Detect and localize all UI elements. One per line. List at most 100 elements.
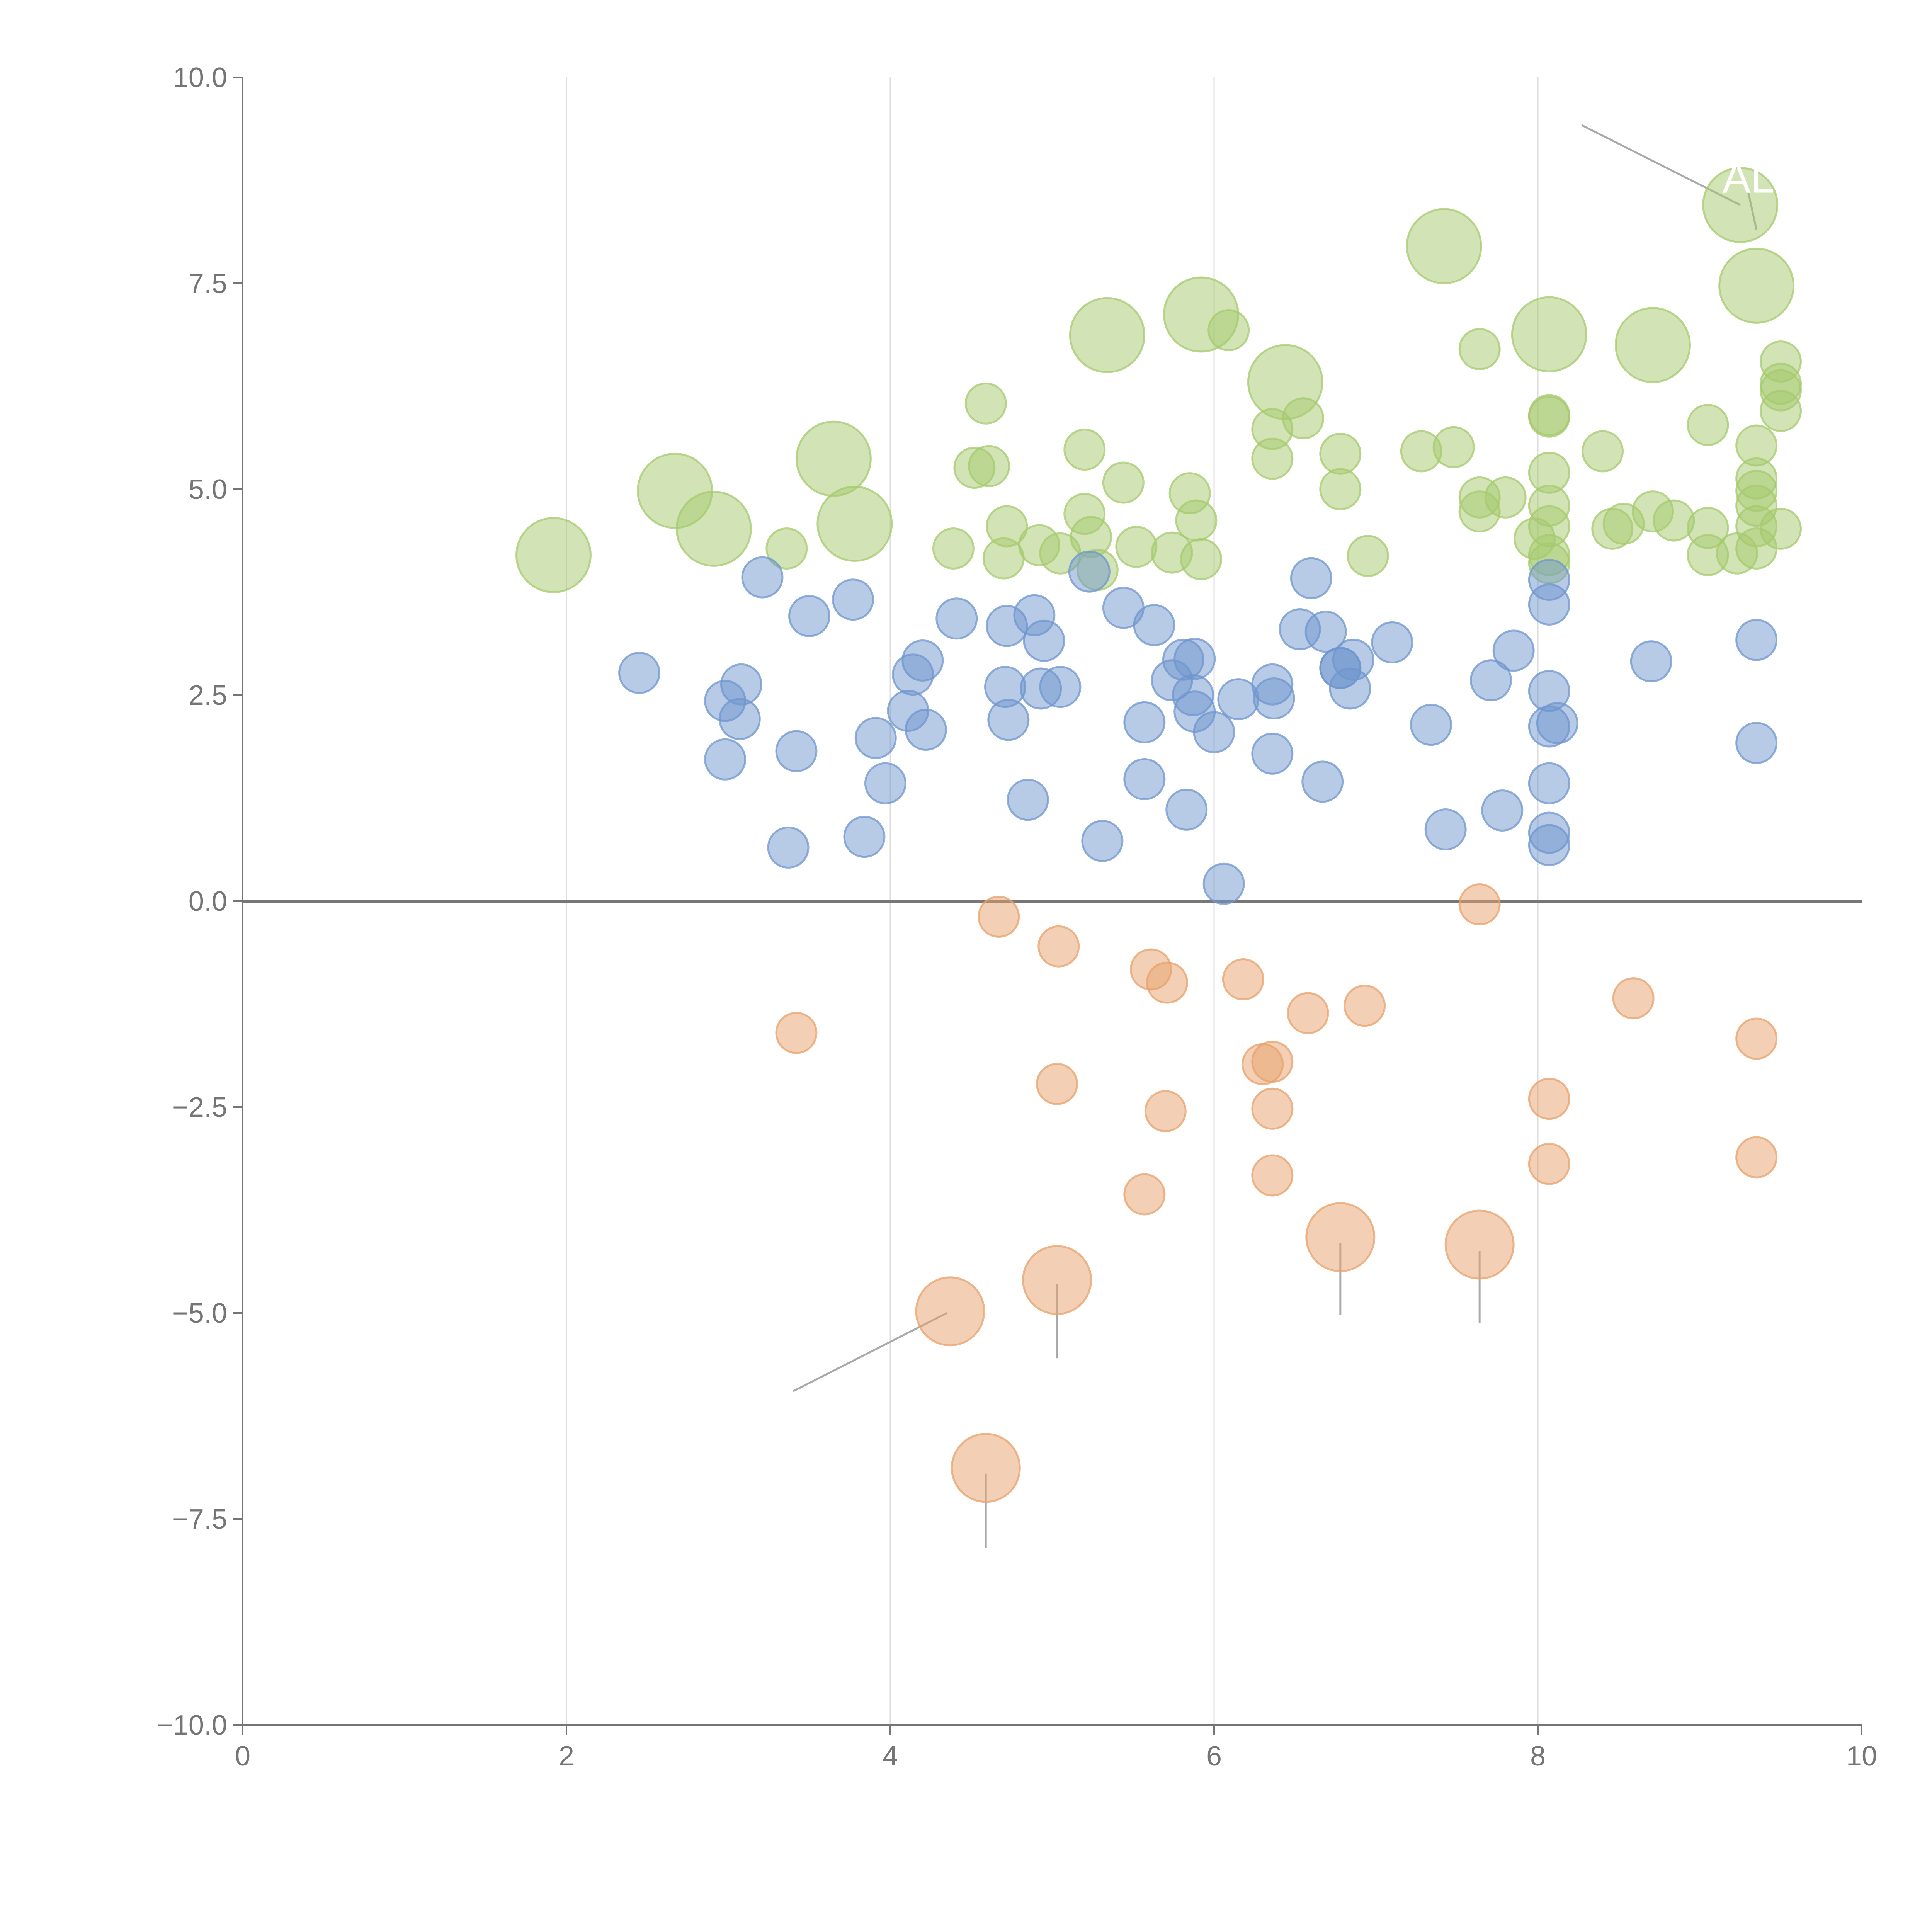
green-data-point bbox=[1319, 468, 1362, 510]
orange-data-point bbox=[1344, 985, 1386, 1027]
data-points bbox=[515, 167, 1802, 1503]
orange-data-point bbox=[1305, 1202, 1376, 1272]
y-tick-label: −7.5 bbox=[172, 1504, 227, 1535]
blue-data-point bbox=[905, 709, 947, 751]
orange-data-point bbox=[1123, 1173, 1166, 1216]
orange-data-point bbox=[1528, 1078, 1570, 1120]
blue-data-point bbox=[1202, 862, 1245, 905]
green-data-point bbox=[1614, 307, 1691, 383]
y-tick-label: 0.0 bbox=[189, 886, 227, 917]
orange-data-point bbox=[1146, 961, 1188, 1004]
green-data-point bbox=[515, 517, 592, 594]
x-tick-label: 2 bbox=[559, 1741, 574, 1772]
blue-data-point bbox=[1424, 808, 1467, 851]
green-data-point bbox=[1718, 247, 1795, 324]
orange-data-point bbox=[1222, 958, 1264, 1001]
orange-data-point bbox=[1444, 1209, 1515, 1280]
green-data-point bbox=[1760, 507, 1802, 550]
blue-data-point bbox=[1528, 583, 1570, 626]
orange-data-point bbox=[1612, 977, 1655, 1020]
y-tick-label: 10.0 bbox=[173, 62, 227, 93]
blue-data-point bbox=[1301, 760, 1344, 803]
orange-data-point bbox=[1287, 992, 1329, 1034]
blue-data-point bbox=[1173, 638, 1216, 680]
y-tick-label: −5.0 bbox=[172, 1298, 227, 1329]
blue-data-point bbox=[1304, 611, 1347, 653]
blue-data-point bbox=[618, 651, 661, 694]
blue-data-point bbox=[1007, 779, 1049, 821]
green-data-point bbox=[1347, 535, 1389, 577]
blue-data-point bbox=[1039, 666, 1082, 708]
blue-data-point bbox=[1081, 820, 1124, 862]
x-tick-label: 4 bbox=[883, 1741, 898, 1772]
blue-data-point bbox=[1536, 702, 1578, 744]
green-data-point bbox=[1069, 297, 1145, 373]
blue-data-point bbox=[864, 762, 906, 804]
green-data-point bbox=[1458, 328, 1501, 371]
green-data-point bbox=[1175, 499, 1218, 542]
axes: 0 2 4 6 8 10 10.0 7.5 5.0 2.5 0.0 −2.5 −5.0 −7.5 −10.0 bbox=[157, 62, 1877, 1772]
orange-data-point bbox=[1251, 1087, 1294, 1130]
green-data-point bbox=[1582, 430, 1624, 473]
green-data-point bbox=[986, 505, 1028, 548]
orange-data-point bbox=[1036, 1063, 1078, 1105]
green-data-point bbox=[1528, 395, 1570, 438]
green-data-point bbox=[675, 490, 752, 567]
green-data-point bbox=[1702, 167, 1779, 243]
blue-data-point bbox=[1251, 732, 1294, 775]
blue-data-point bbox=[1528, 824, 1570, 866]
y-tick-label: 5.0 bbox=[189, 474, 227, 505]
green-data-point bbox=[1484, 476, 1527, 519]
green-data-point bbox=[1687, 404, 1729, 446]
blue-data-point bbox=[1630, 640, 1672, 683]
blue-data-point bbox=[832, 578, 874, 621]
green-data-point bbox=[1760, 389, 1802, 432]
green-data-point bbox=[765, 527, 808, 570]
y-tick-label: 7.5 bbox=[189, 268, 227, 299]
x-tick-label: 0 bbox=[235, 1741, 250, 1772]
blue-data-point bbox=[1735, 619, 1778, 661]
blue-data-point bbox=[1193, 711, 1235, 753]
blue-data-point bbox=[741, 556, 784, 599]
orange-data-point bbox=[978, 896, 1020, 938]
orange-data-point bbox=[1735, 1136, 1778, 1179]
orange-data-point bbox=[1022, 1245, 1092, 1315]
y-tick-label: −2.5 bbox=[172, 1092, 227, 1123]
orange-data-point bbox=[1144, 1090, 1187, 1133]
blue-data-point bbox=[1253, 677, 1295, 720]
orange-data-point bbox=[1037, 925, 1080, 968]
blue-data-point bbox=[720, 663, 763, 706]
bubble-labels: AL bbox=[1722, 154, 1774, 202]
blue-data-point bbox=[704, 738, 747, 781]
green-data-point bbox=[795, 420, 872, 497]
blue-data-point bbox=[1133, 604, 1175, 646]
blue-data-point bbox=[767, 826, 810, 869]
blue-data-point bbox=[1023, 619, 1065, 662]
orange-data-point bbox=[1735, 1017, 1778, 1060]
x-tick-label: 6 bbox=[1206, 1741, 1222, 1772]
blue-data-point bbox=[854, 717, 897, 759]
blue-data-point bbox=[1469, 659, 1512, 702]
x-tick-label: 10 bbox=[1846, 1741, 1877, 1772]
green-data-point bbox=[1406, 208, 1482, 284]
blue-data-point bbox=[987, 699, 1030, 741]
blue-data-point bbox=[1123, 758, 1166, 800]
green-data-point bbox=[1319, 432, 1362, 475]
green-data-point bbox=[1282, 397, 1324, 440]
blue-data-point bbox=[1371, 621, 1413, 664]
blue-data-point bbox=[788, 595, 830, 637]
orange-data-point bbox=[1251, 1041, 1294, 1083]
blue-data-point bbox=[1492, 629, 1535, 672]
orange-data-point bbox=[951, 1433, 1021, 1503]
y-tick-label: −10.0 bbox=[157, 1710, 227, 1741]
blue-data-point bbox=[1735, 722, 1778, 764]
bubble-label: AL bbox=[1722, 154, 1774, 202]
green-data-point bbox=[964, 382, 1007, 425]
green-data-point bbox=[1432, 426, 1475, 468]
blue-data-point bbox=[1290, 557, 1332, 599]
blue-data-point bbox=[1165, 788, 1208, 831]
green-data-point bbox=[1115, 526, 1158, 568]
blue-data-point bbox=[1068, 550, 1111, 593]
green-data-point bbox=[1208, 309, 1250, 352]
